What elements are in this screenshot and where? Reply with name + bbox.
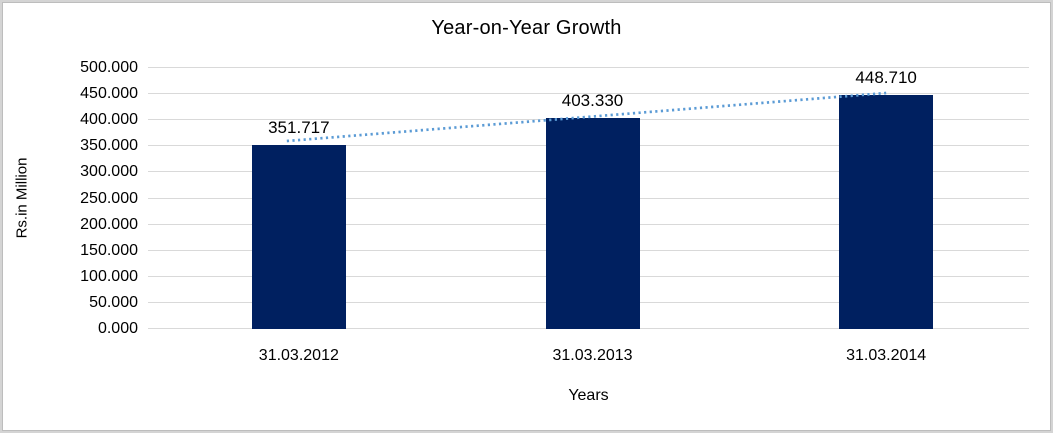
x-tick-label: 31.03.2013 — [552, 347, 633, 364]
y-tick-label: 300.000 — [80, 163, 138, 181]
y-tick-label: 200.000 — [80, 215, 138, 233]
y-tick-label: 350.000 — [80, 137, 138, 155]
plot-area: 351.717 403.330 448.710 — [148, 67, 1029, 329]
y-tick-label: 400.000 — [80, 111, 138, 129]
y-tick-label: 250.000 — [80, 189, 138, 207]
bar-31.03.2014 — [839, 95, 934, 329]
x-tick-label: 31.03.2012 — [258, 347, 339, 364]
x-axis-tick-labels: 31.03.2012 31.03.2013 31.03.2014 — [148, 347, 1029, 367]
x-tick-label: 31.03.2014 — [846, 347, 927, 364]
data-label: 351.717 — [268, 118, 330, 137]
y-axis-title: Rs.in Million — [13, 157, 31, 239]
y-tick-label: 100.000 — [80, 267, 138, 285]
y-axis-tick-labels: 0.000 50.000 100.000 150.000 200.000 250.000 3… — [48, 59, 138, 337]
y-tick-label: 450.000 — [80, 85, 138, 103]
y-tick-label: 500.000 — [80, 59, 138, 76]
y-tick-label: 150.000 — [80, 241, 138, 259]
trendline — [286, 91, 887, 143]
y-tick-label: 50.000 — [89, 293, 138, 311]
gridline — [148, 67, 1029, 68]
chart-title: Year-on-Year Growth — [431, 17, 622, 39]
x-axis-title: Years — [568, 387, 609, 404]
data-label: 448.710 — [855, 68, 917, 87]
y-tick-label: 0.000 — [97, 320, 138, 337]
bar-31.03.2012 — [251, 145, 346, 329]
bar-31.03.2013 — [545, 118, 640, 329]
gridline — [148, 93, 1029, 95]
data-label: 403.330 — [561, 91, 624, 110]
